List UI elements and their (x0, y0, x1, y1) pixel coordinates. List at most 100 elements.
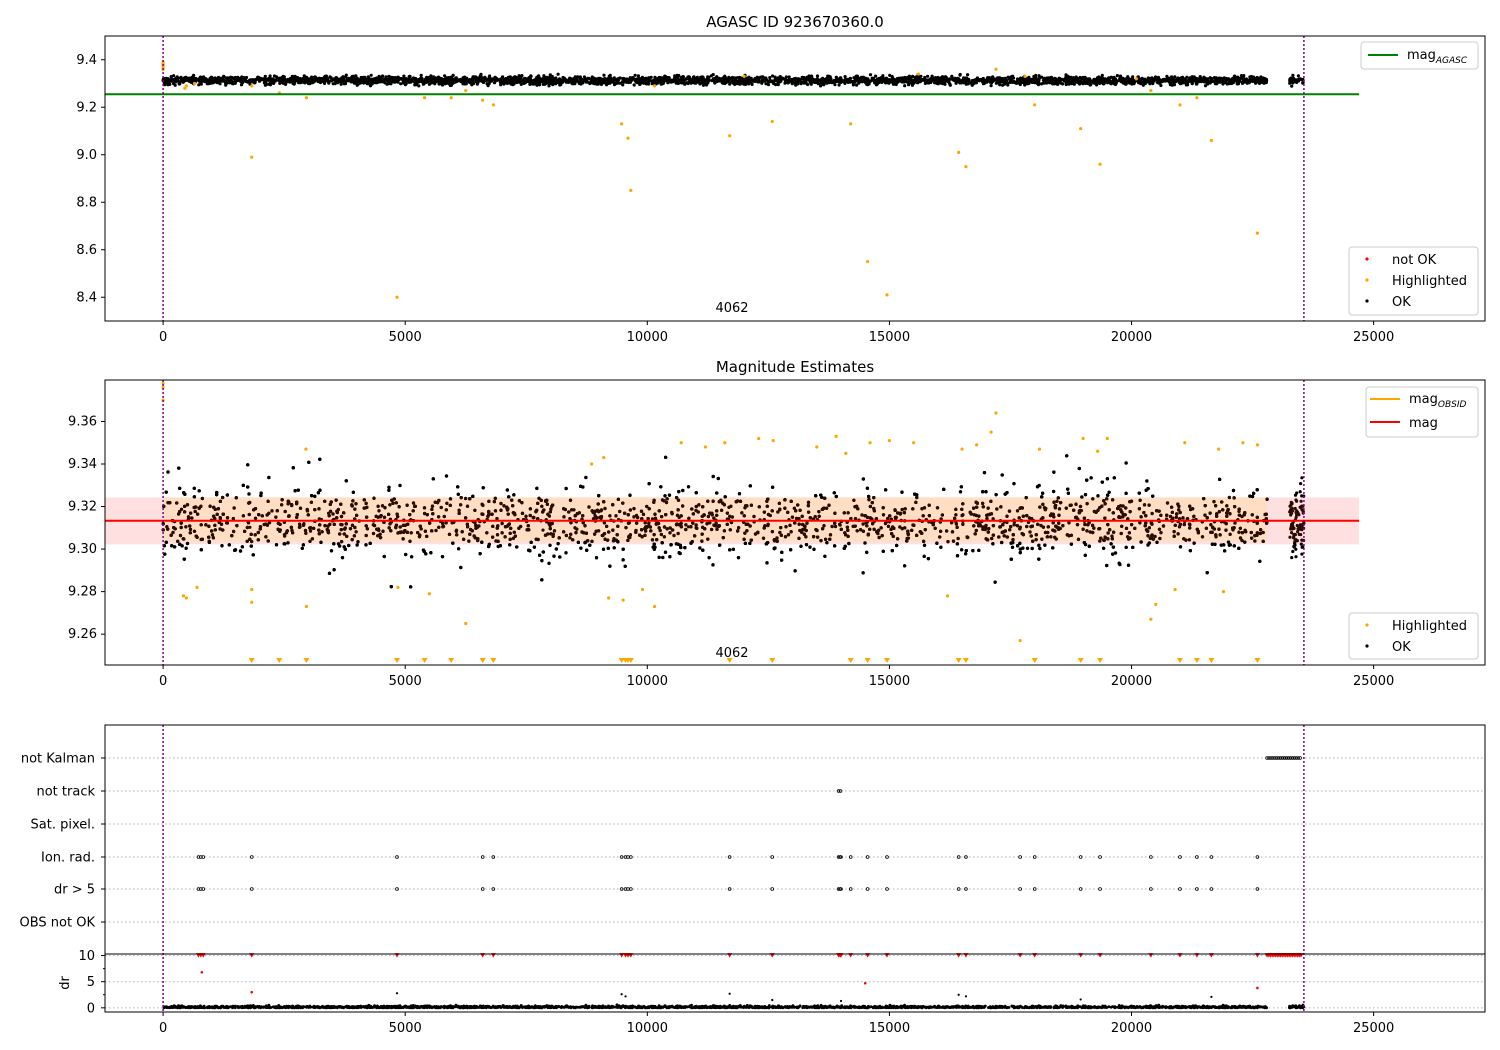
ok-point (1221, 82, 1225, 86)
ok-point (1290, 84, 1294, 88)
ok-point (1193, 76, 1197, 80)
ok-point (840, 79, 844, 83)
highlighted-point (184, 84, 188, 88)
ok-point (203, 80, 207, 84)
ok-point (388, 76, 392, 80)
ok-point (878, 78, 882, 82)
ok-point (519, 82, 523, 86)
ok-point (173, 78, 177, 82)
highlighted-point (395, 295, 399, 299)
ok-point (432, 79, 436, 83)
ok-point (607, 74, 611, 78)
ok-point (1205, 78, 1209, 82)
ok-point (1291, 73, 1295, 77)
magnitude-estimates-panel: Magnitude Estimates 0 5000 10000 15000 20000… (68, 358, 1486, 689)
ok-point (285, 79, 289, 83)
ok-point (442, 80, 446, 84)
ok-point (1176, 76, 1180, 80)
ok-point (250, 78, 254, 82)
y-tick-label: 9.2 (76, 100, 97, 115)
ok-point (1087, 81, 1091, 85)
ok-point (1261, 76, 1265, 80)
ok-point (890, 78, 895, 82)
ok-point (513, 77, 517, 81)
ok-point (768, 76, 772, 80)
highlighted-point (1079, 127, 1083, 131)
ok-point (647, 77, 651, 81)
ok-point (653, 76, 657, 80)
ok-point (1185, 75, 1189, 79)
ok-point (821, 76, 825, 80)
ok-point (884, 81, 888, 85)
ok-point (787, 79, 791, 84)
ok-point (1161, 78, 1165, 82)
highlighted-point (964, 165, 968, 169)
ok-point (268, 77, 272, 81)
ok-point (1095, 76, 1099, 80)
legend-ok: OK (1392, 295, 1411, 310)
ok-point (1081, 75, 1085, 80)
ok-point (479, 72, 483, 76)
ok-point (176, 79, 180, 83)
ok-point (702, 79, 707, 83)
ok-point (258, 78, 262, 82)
ok-point (907, 83, 911, 87)
ok-point (528, 82, 532, 86)
ok-point (281, 74, 285, 78)
ok-point (890, 74, 894, 79)
ok-point (1109, 81, 1113, 85)
ok-point (751, 79, 755, 83)
highlighted-point (885, 293, 889, 297)
ok-point (868, 73, 873, 77)
panel1-title: AGASC ID 923670360.0 (706, 13, 884, 31)
ok-point (1190, 81, 1194, 85)
ok-point (1018, 82, 1022, 87)
ok-point (1113, 82, 1118, 87)
ok-point (556, 79, 560, 83)
highlighted-point (652, 84, 657, 88)
ok-point (444, 77, 448, 81)
ok-point (926, 74, 930, 78)
ok-point (331, 82, 335, 86)
ok-point (1126, 80, 1130, 84)
ok-point (172, 74, 176, 78)
ok-point (240, 81, 245, 85)
x-tick-label: 0 (159, 330, 167, 345)
ok-point (234, 77, 238, 81)
agasc-magnitude-panel: AGASC ID 923670360.0 0 5000 10000 15000 2000… (76, 13, 1486, 345)
ok-point (308, 82, 312, 86)
highlighted-point (1195, 96, 1199, 100)
ok-point (451, 73, 455, 77)
ok-point (305, 75, 309, 79)
ok-point (942, 80, 947, 84)
ok-point (680, 81, 684, 85)
highlighted-point (957, 150, 961, 154)
ok-point (966, 73, 970, 77)
ok-point (350, 74, 354, 79)
ok-point (429, 81, 433, 85)
ok-point (957, 78, 961, 82)
ok-point (984, 80, 988, 84)
ok-point (1076, 81, 1081, 85)
ok-point (1242, 74, 1246, 78)
ok-point (958, 72, 962, 77)
ok-point (558, 83, 562, 87)
ok-point (681, 75, 686, 79)
ok-point (279, 79, 283, 83)
ok-point (1157, 80, 1161, 84)
ok-point (529, 74, 533, 78)
ok-point (476, 78, 480, 82)
ok-point (591, 79, 595, 83)
ok-point (1063, 77, 1067, 81)
ok-point (874, 83, 879, 87)
ok-point (223, 81, 228, 85)
ok-point (562, 78, 566, 82)
ok-point (433, 76, 437, 80)
ok-point (488, 74, 492, 78)
ok-point (822, 79, 827, 83)
ok-point (640, 78, 644, 82)
ok-point (229, 75, 233, 79)
ok-point (1099, 80, 1103, 84)
ok-point (632, 83, 636, 87)
ok-point (1073, 78, 1077, 82)
